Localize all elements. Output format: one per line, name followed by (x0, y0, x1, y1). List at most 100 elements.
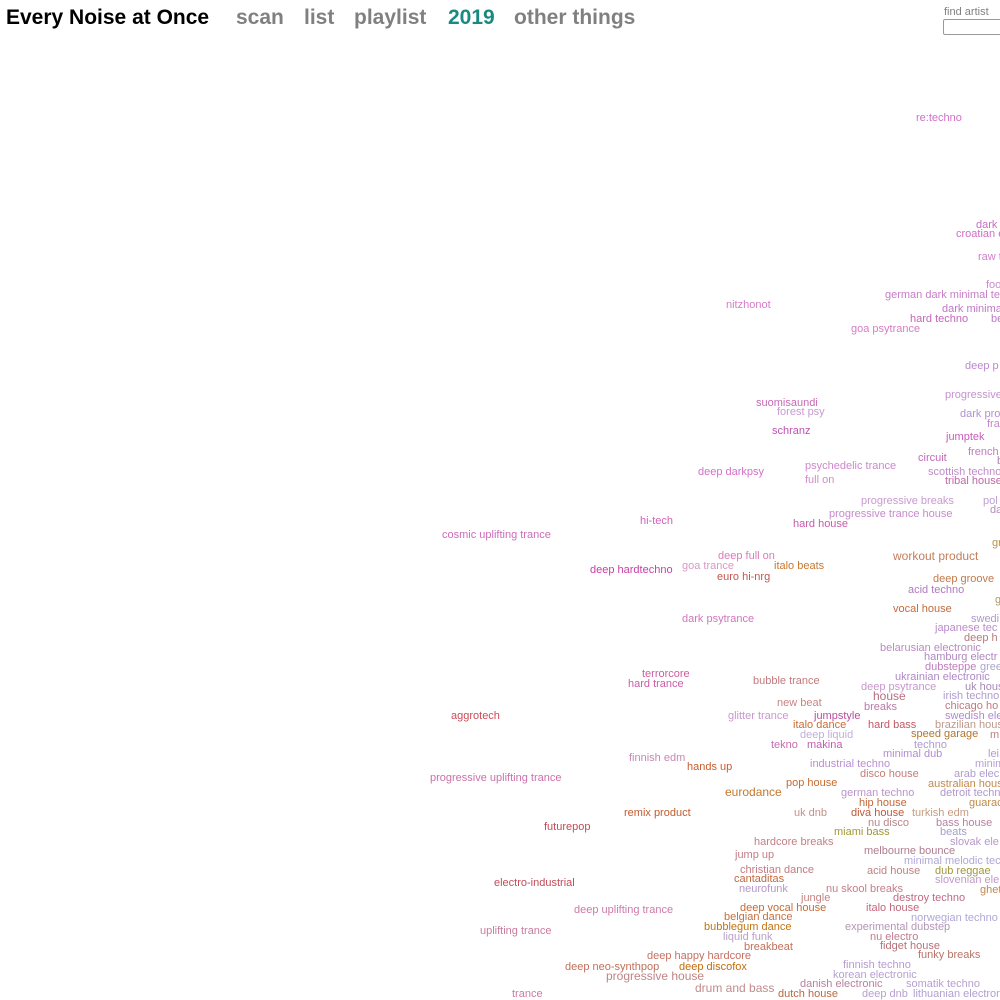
genre-label[interactable]: jumptek (946, 431, 985, 443)
genre-label[interactable]: deep uplifting trance (574, 904, 674, 916)
genre-label[interactable]: deep discofox (679, 961, 747, 973)
genre-label[interactable]: house (873, 689, 906, 703)
genre-label[interactable]: melbourne bounce (864, 845, 956, 857)
genre-label[interactable]: nu electro (870, 931, 919, 943)
genre-label[interactable]: deep happy hardcore (647, 950, 751, 962)
genre-label[interactable]: dubsteppe (925, 661, 977, 673)
genre-label[interactable]: finnish techno (843, 959, 911, 971)
genre-label[interactable]: pol (983, 495, 998, 507)
genre-label[interactable]: minimal melodic tec (904, 855, 1000, 867)
nav-link-other-things[interactable]: other things (514, 6, 636, 29)
genre-label[interactable]: jump up (735, 849, 775, 861)
genre-label[interactable]: suomisaundi (756, 397, 818, 409)
genre-label[interactable]: breakbeat (744, 941, 793, 953)
genre-label[interactable]: deep darkpsy (698, 466, 765, 478)
genre-label[interactable]: deep full on (718, 550, 775, 562)
genre-label[interactable]: vocal house (893, 603, 952, 615)
genre-label[interactable]: progressive (945, 389, 1000, 401)
genre-label[interactable]: nitzhonot (726, 299, 771, 311)
genre-label[interactable]: lithuanian electron (913, 988, 1000, 1000)
genre-label[interactable]: hip house (859, 797, 907, 809)
genre-label[interactable]: goa psytrance (851, 323, 921, 335)
genre-label[interactable]: hands up (687, 761, 733, 773)
genre-label[interactable]: liquid funk (723, 931, 773, 943)
genre-label[interactable]: progressive trance house (829, 508, 953, 520)
genre-label[interactable]: german techno (841, 787, 915, 799)
genre-label[interactable]: minim (975, 758, 1000, 770)
genre-label[interactable]: jungle (801, 892, 831, 904)
genre-label[interactable]: slovenian ele (935, 874, 1000, 886)
genre-label[interactable]: scottish techno (928, 466, 1000, 478)
genre-label[interactable]: deep neo-synthpop (565, 961, 660, 973)
genre-label[interactable]: remix product (624, 807, 691, 819)
genre-label[interactable]: uk dnb (794, 807, 828, 819)
genre-label[interactable]: swedi (971, 613, 1000, 625)
genre-label[interactable]: deep liquid (800, 729, 854, 741)
genre-label[interactable]: drum and bass (695, 981, 775, 995)
genre-label[interactable]: destroy techno (893, 892, 966, 904)
genre-label[interactable]: brazilian hous (935, 719, 1000, 731)
genre-label[interactable]: belarusian electronic (880, 642, 981, 654)
genre-label[interactable]: miami bass (834, 826, 890, 838)
genre-label[interactable]: disco house (860, 768, 919, 780)
genre-label[interactable]: korean electronic (833, 969, 917, 981)
genre-label[interactable]: dub reggae (935, 865, 991, 877)
genre-label[interactable]: aggrotech (451, 710, 500, 722)
genre-label[interactable]: chicago ho (945, 700, 999, 712)
genre-label[interactable]: arab elec (954, 768, 1000, 780)
genre-label[interactable]: euro hi-nrg (717, 571, 771, 583)
genre-label[interactable]: tribal house (945, 475, 1000, 487)
genre-label[interactable]: re:techno (916, 112, 962, 124)
nav-link-2019[interactable]: 2019 (448, 6, 495, 29)
genre-label[interactable]: uplifting trance (480, 925, 552, 937)
genre-label[interactable]: workout product (893, 549, 979, 563)
genre-label[interactable]: deep psytrance (861, 681, 937, 693)
genre-label[interactable]: techno (914, 739, 948, 751)
genre-label[interactable]: diva house (851, 807, 905, 819)
genre-label[interactable]: acid house (867, 865, 921, 877)
genre-label[interactable]: beats (940, 826, 967, 838)
genre-label[interactable]: makina (807, 739, 843, 751)
genre-label[interactable]: industrial techno (810, 758, 891, 770)
genre-label[interactable]: german dark minimal te (885, 289, 1000, 301)
genre-label[interactable]: progressive breaks (861, 495, 954, 507)
genre-label[interactable]: danish electronic (800, 978, 883, 990)
genre-label[interactable]: deep hardtechno (590, 564, 673, 576)
genre-label[interactable]: experimental dubstep (845, 921, 951, 933)
genre-label[interactable]: dark minima (942, 303, 1000, 315)
find-artist-input[interactable] (943, 19, 1000, 35)
genre-label[interactable]: neurofunk (739, 883, 788, 895)
genre-label[interactable]: uk hous (965, 681, 1000, 693)
genre-label[interactable]: schranz (772, 425, 811, 437)
genre-label[interactable]: slovak ele (950, 836, 999, 848)
genre-label[interactable]: b (997, 455, 1000, 468)
genre-label[interactable]: turkish edm (912, 807, 969, 819)
genre-label[interactable]: deep dnb (862, 988, 908, 1000)
genre-label[interactable]: forest psy (777, 406, 825, 418)
genre-label[interactable]: full on (805, 474, 835, 486)
genre-label[interactable]: foo (986, 279, 1000, 291)
nav-link-scan[interactable]: scan (236, 6, 284, 29)
genre-label[interactable]: australian hous (928, 778, 1000, 790)
genre-label[interactable]: tekno (771, 739, 798, 751)
genre-label[interactable]: christian dance (740, 864, 814, 876)
genre-label[interactable]: hardcore breaks (754, 836, 834, 848)
genre-label[interactable]: m (990, 729, 1000, 741)
genre-label[interactable]: italo dance (793, 719, 847, 731)
genre-label[interactable]: da (990, 504, 1000, 516)
genre-label[interactable]: norwegian techno (911, 912, 998, 924)
genre-label[interactable]: eurodance (725, 785, 782, 799)
genre-label[interactable]: goa trance (682, 560, 734, 572)
genre-label[interactable]: hamburg electr (924, 651, 998, 663)
genre-label[interactable]: bass house (936, 817, 993, 829)
genre-label[interactable]: electro-industrial (494, 877, 575, 889)
genre-label[interactable]: detroit techn (940, 787, 1000, 799)
genre-label[interactable]: croatian e (956, 228, 1000, 240)
genre-label[interactable]: pop house (786, 777, 838, 789)
genre-label[interactable]: deep p (965, 360, 999, 372)
genre-label[interactable]: hard trance (628, 678, 684, 690)
genre-label[interactable]: deep h (964, 632, 998, 644)
genre-label[interactable]: circuit (918, 452, 947, 464)
genre-label[interactable]: progressive house (606, 969, 705, 983)
genre-label[interactable]: jumpstyle (814, 710, 861, 722)
